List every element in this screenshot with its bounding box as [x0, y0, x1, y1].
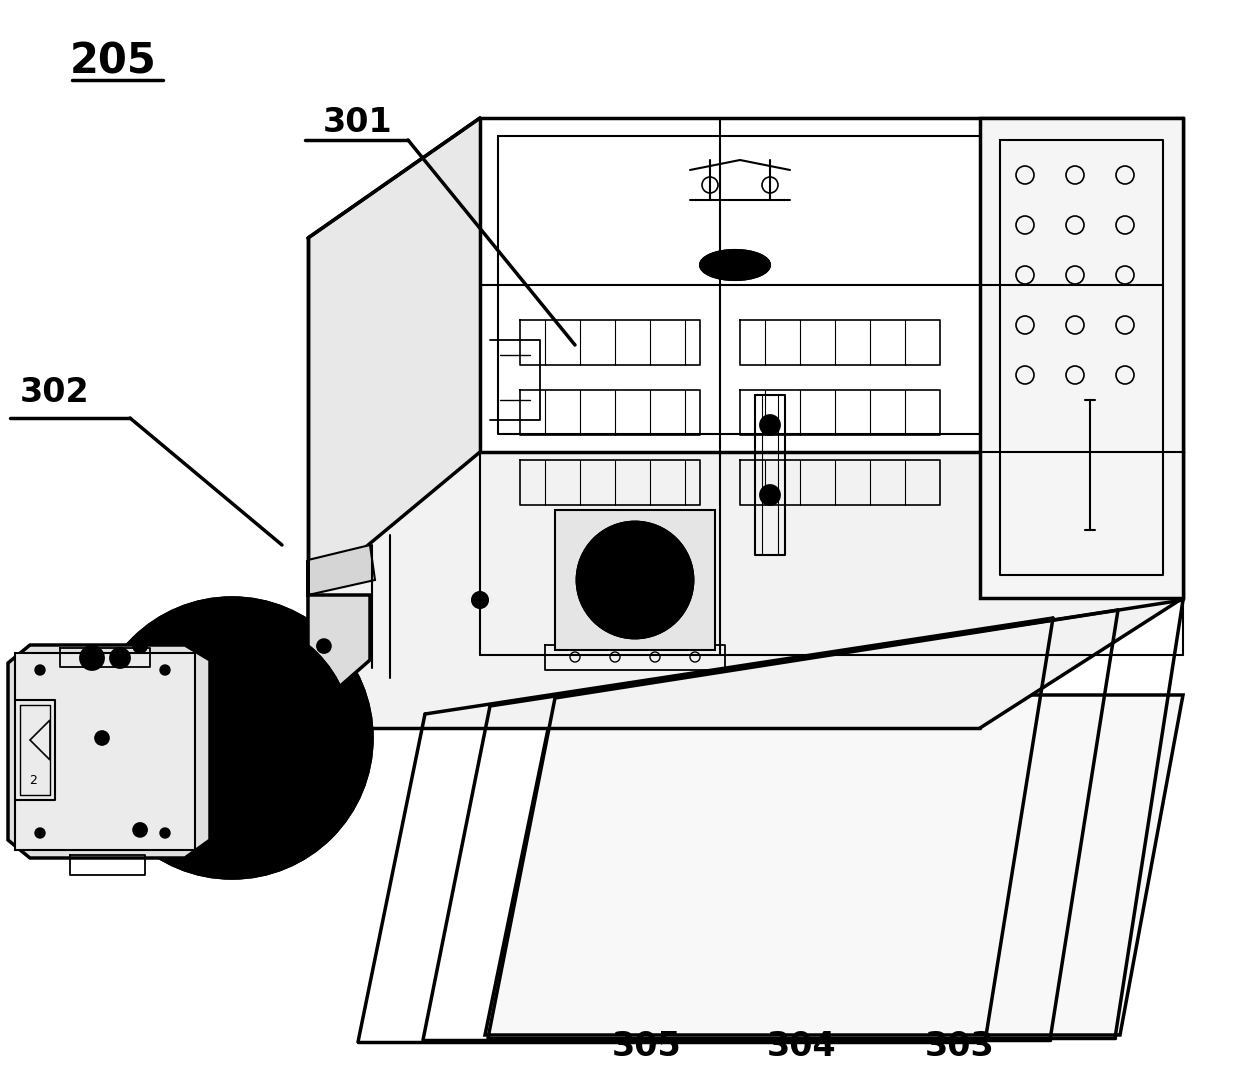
Circle shape [760, 485, 780, 505]
Circle shape [35, 828, 45, 838]
Polygon shape [308, 118, 480, 596]
Circle shape [81, 646, 104, 670]
Text: 302: 302 [20, 377, 89, 410]
Circle shape [760, 415, 780, 435]
Polygon shape [556, 510, 715, 650]
Polygon shape [7, 645, 210, 858]
Circle shape [641, 598, 662, 619]
Circle shape [160, 665, 170, 675]
Ellipse shape [701, 250, 770, 280]
Text: 304: 304 [768, 1030, 837, 1063]
Circle shape [112, 618, 352, 858]
Circle shape [224, 601, 239, 615]
Circle shape [591, 569, 613, 591]
Circle shape [577, 521, 693, 638]
Polygon shape [190, 560, 370, 800]
Circle shape [133, 640, 148, 653]
Circle shape [608, 598, 630, 619]
Polygon shape [15, 653, 195, 850]
Circle shape [160, 828, 170, 838]
Circle shape [317, 640, 331, 653]
Circle shape [641, 541, 662, 562]
Text: 305: 305 [613, 1030, 682, 1063]
Circle shape [608, 541, 630, 562]
Circle shape [317, 823, 331, 837]
Circle shape [306, 822, 317, 834]
Circle shape [35, 665, 45, 675]
Text: 2: 2 [29, 774, 37, 787]
Circle shape [472, 592, 489, 608]
Circle shape [92, 598, 372, 878]
Circle shape [355, 731, 370, 745]
Circle shape [224, 861, 239, 874]
Polygon shape [308, 545, 374, 596]
Text: 301: 301 [324, 105, 393, 138]
Polygon shape [980, 118, 1183, 598]
Text: 205: 205 [69, 41, 156, 83]
Circle shape [657, 569, 680, 591]
Circle shape [110, 648, 130, 668]
Circle shape [95, 731, 109, 745]
Circle shape [133, 823, 148, 837]
Circle shape [624, 569, 646, 591]
Polygon shape [485, 695, 1183, 1035]
Text: 303: 303 [925, 1030, 994, 1063]
Polygon shape [308, 452, 1183, 727]
Circle shape [131, 638, 332, 838]
